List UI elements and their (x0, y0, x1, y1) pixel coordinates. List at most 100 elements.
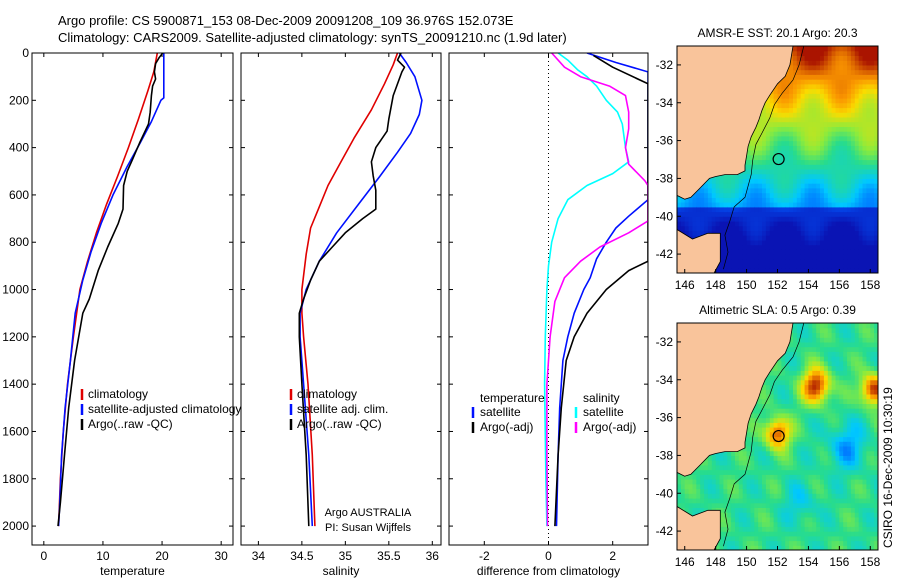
field-cell (777, 521, 782, 527)
field-cell (773, 427, 779, 433)
field-cell (839, 159, 844, 165)
field-cell (750, 422, 755, 428)
field-cell (796, 389, 802, 395)
field-cell (793, 360, 798, 367)
field-cell (850, 263, 856, 269)
field-cell (827, 408, 833, 414)
field-cell (827, 502, 833, 508)
field-cell (847, 69, 852, 75)
field-cell (847, 235, 852, 241)
field-cell (781, 187, 786, 194)
field-cell (820, 332, 825, 338)
field-cell (866, 46, 871, 52)
field-cell (789, 169, 794, 175)
field-cell (812, 98, 817, 104)
field-cell (796, 512, 802, 518)
field-cell (692, 493, 697, 499)
field-cell (777, 88, 782, 94)
field-cell (854, 507, 860, 513)
field-cell (727, 531, 732, 537)
field-cell (773, 460, 779, 466)
field-cell (823, 356, 829, 362)
field-cell (677, 197, 682, 203)
field-cell (773, 493, 779, 499)
field-cell (719, 216, 724, 222)
field-cell (715, 455, 721, 461)
field-cell (789, 150, 794, 156)
field-cell (858, 107, 864, 113)
field-cell (823, 154, 829, 161)
field-cell (850, 474, 856, 480)
field-cell (715, 498, 721, 504)
field-cell (800, 183, 806, 189)
field-cell (750, 545, 755, 550)
field-cell (812, 427, 817, 433)
field-cell (793, 403, 798, 409)
field-cell (823, 93, 829, 99)
field-cell (835, 455, 840, 461)
field-cell (820, 131, 825, 137)
field-cell (831, 460, 837, 466)
field-cell (831, 526, 837, 532)
field-cell (773, 211, 779, 217)
field-cell (831, 502, 837, 508)
field-cell (820, 69, 825, 75)
field-cell (773, 221, 779, 227)
field-cell (785, 365, 790, 371)
field-cell (812, 493, 817, 499)
field-cell (754, 263, 759, 269)
field-cell (765, 169, 771, 175)
field-cell (715, 469, 721, 475)
series-group (57, 53, 165, 527)
field-cell (684, 202, 690, 208)
field-cell (758, 235, 763, 241)
field-cell (793, 379, 798, 386)
field-cell (746, 173, 752, 179)
field-cell (854, 46, 860, 52)
field-cell (850, 235, 856, 241)
field-cell (758, 164, 763, 170)
field-cell (750, 230, 755, 236)
field-cell (827, 64, 833, 71)
field-cell (754, 169, 759, 175)
field-cell (835, 225, 840, 231)
field-cell (827, 323, 833, 329)
field-cell (800, 164, 806, 170)
field-cell (862, 46, 867, 52)
field-cell (769, 244, 775, 250)
field-cell (843, 221, 848, 227)
field-cell (769, 441, 775, 447)
field-cell (777, 102, 782, 109)
field-cell (858, 173, 864, 179)
field-cell (793, 498, 798, 504)
field-cell (812, 60, 817, 66)
field-cell (777, 455, 782, 461)
field-cell (835, 535, 840, 542)
field-cell (831, 360, 837, 367)
legend-label: Argo(-adj) (583, 420, 636, 434)
field-cell (827, 398, 833, 404)
field-cell (769, 216, 775, 222)
field-cell (835, 112, 840, 118)
field-cell (769, 393, 775, 400)
field-cell (789, 154, 794, 161)
field-cell (874, 173, 878, 179)
field-cell (847, 135, 852, 142)
field-cell (823, 498, 829, 504)
field-cell (831, 126, 837, 132)
field-cell (746, 502, 752, 508)
field-cell (858, 431, 864, 438)
field-cell (870, 46, 875, 52)
field-cell (789, 450, 794, 456)
field-cell (785, 389, 790, 395)
field-cell (765, 512, 771, 518)
field-cell (762, 145, 767, 151)
field-cell (793, 422, 798, 428)
field-cell (800, 474, 806, 480)
field-cell (804, 431, 810, 438)
field-cell (858, 488, 864, 494)
field-cell (789, 446, 794, 452)
field-cell (862, 79, 867, 85)
field-cell (827, 60, 833, 66)
field-cell (765, 422, 771, 428)
